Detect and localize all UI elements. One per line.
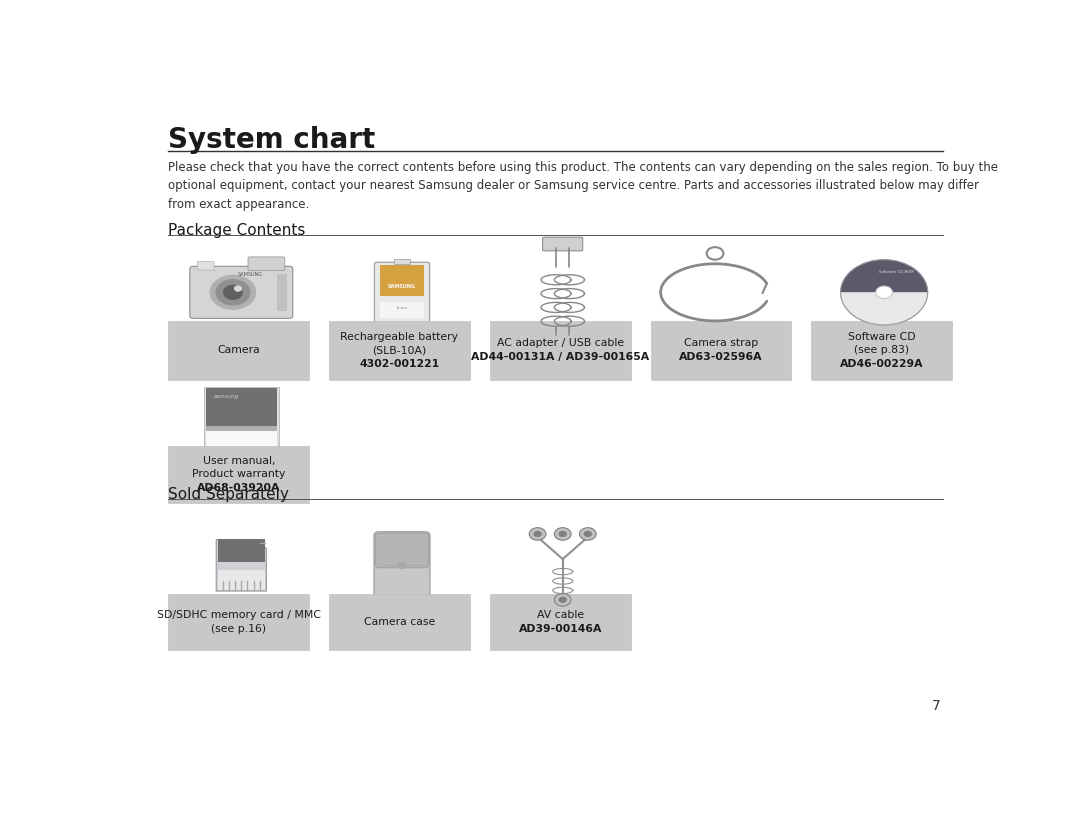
Circle shape [234, 286, 241, 291]
Bar [393, 259, 410, 264]
FancyBboxPatch shape [248, 257, 285, 271]
Text: 4302-001221: 4302-001221 [360, 359, 440, 369]
Bar [218, 539, 265, 562]
Circle shape [216, 280, 249, 305]
Text: AD39-00146A: AD39-00146A [518, 623, 602, 634]
Bar [329, 593, 470, 650]
FancyBboxPatch shape [542, 237, 583, 251]
Text: User manual,: User manual, [203, 456, 275, 465]
Text: Software CD: Software CD [848, 332, 916, 341]
Text: AC adapter / USB cable: AC adapter / USB cable [497, 338, 624, 349]
Bar [168, 446, 309, 503]
FancyBboxPatch shape [198, 262, 214, 270]
Bar [205, 431, 276, 447]
FancyBboxPatch shape [380, 266, 423, 297]
Text: Package Contents: Package Contents [168, 223, 306, 238]
Bar [168, 320, 309, 380]
Text: (see p.83): (see p.83) [854, 346, 909, 355]
Text: System chart: System chart [168, 126, 376, 154]
FancyBboxPatch shape [546, 333, 580, 344]
Text: (see p.16): (see p.16) [212, 623, 267, 634]
Text: SAMSUNG: SAMSUNG [238, 271, 262, 276]
Bar [490, 593, 631, 650]
Circle shape [529, 527, 546, 540]
Text: AD68-03920A: AD68-03920A [198, 483, 281, 493]
Bar [811, 320, 951, 380]
Bar [218, 570, 265, 590]
Text: Please check that you have the correct contents before using this product. The c: Please check that you have the correct c… [168, 161, 999, 210]
Text: SD/SDHC memory card / MMC: SD/SDHC memory card / MMC [157, 610, 321, 620]
Bar [329, 320, 470, 380]
Text: Sold Separately: Sold Separately [168, 487, 289, 502]
Circle shape [558, 597, 567, 603]
Text: AD46-00229A: AD46-00229A [840, 359, 923, 369]
Text: Software CD-ROM: Software CD-ROM [879, 271, 914, 275]
Bar [380, 302, 423, 318]
FancyBboxPatch shape [190, 267, 293, 319]
Circle shape [876, 286, 892, 298]
Circle shape [583, 531, 592, 537]
FancyBboxPatch shape [374, 531, 430, 599]
Circle shape [211, 275, 256, 309]
FancyBboxPatch shape [376, 533, 429, 568]
Text: SAMSUNG: SAMSUNG [388, 284, 416, 289]
Bar [650, 320, 792, 380]
Circle shape [580, 527, 596, 540]
Text: (SLB-10A): (SLB-10A) [373, 346, 427, 355]
Text: Product warranty: Product warranty [192, 469, 285, 479]
Text: AV cable: AV cable [537, 610, 584, 620]
Bar [204, 387, 279, 449]
Circle shape [534, 531, 542, 537]
Bar [276, 274, 287, 311]
Text: Li-ion: Li-ion [396, 306, 407, 310]
Circle shape [224, 285, 242, 299]
Text: Camera case: Camera case [364, 617, 435, 627]
Circle shape [554, 527, 571, 540]
Text: Camera: Camera [217, 346, 260, 355]
Text: 7: 7 [931, 698, 941, 713]
Bar [205, 425, 276, 433]
Text: Rechargeable battery: Rechargeable battery [340, 332, 459, 341]
Bar [490, 320, 631, 380]
Circle shape [554, 593, 571, 606]
Circle shape [558, 531, 567, 537]
Bar [205, 388, 276, 427]
Text: AD44-00131A / AD39-00165A: AD44-00131A / AD39-00165A [471, 352, 649, 363]
Polygon shape [840, 260, 928, 293]
Polygon shape [216, 540, 267, 591]
Polygon shape [840, 293, 928, 325]
FancyBboxPatch shape [375, 262, 430, 323]
Circle shape [840, 260, 928, 325]
Circle shape [397, 562, 406, 569]
Text: samsung: samsung [214, 394, 239, 399]
Bar [168, 593, 309, 650]
Text: AD63-02596A: AD63-02596A [679, 352, 762, 363]
Text: Camera strap: Camera strap [684, 338, 758, 349]
